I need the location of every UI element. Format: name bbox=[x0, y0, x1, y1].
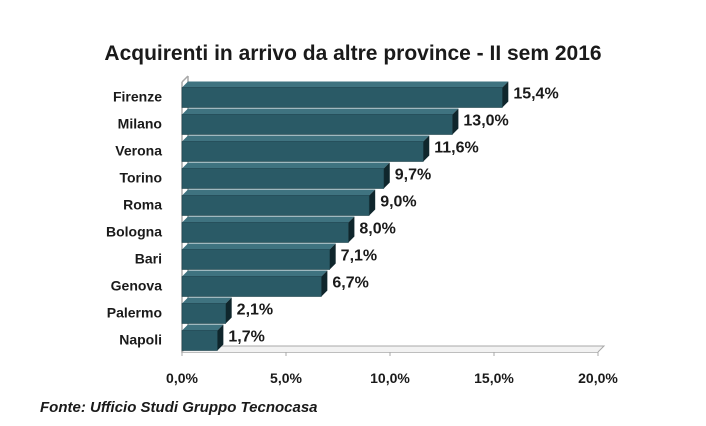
bar-top-face bbox=[182, 162, 390, 169]
bar-front-face bbox=[181, 195, 370, 216]
axis-floor bbox=[181, 345, 606, 353]
bar-bari bbox=[181, 243, 336, 270]
bar-top-face bbox=[182, 243, 336, 250]
bar-napoli bbox=[181, 324, 224, 351]
bar-verona bbox=[181, 135, 430, 162]
value-label: 9,0% bbox=[380, 194, 416, 211]
bar-side-face bbox=[369, 189, 376, 216]
bar-side-face bbox=[452, 108, 459, 135]
category-label: Milano bbox=[118, 116, 162, 132]
bar-front-face bbox=[181, 249, 330, 270]
bar-roma bbox=[181, 189, 376, 216]
bar-top-face bbox=[182, 270, 328, 277]
bar-milano bbox=[181, 108, 459, 135]
value-label: 1,7% bbox=[228, 329, 264, 346]
category-label: Torino bbox=[119, 170, 162, 186]
value-label: 15,4% bbox=[513, 86, 558, 103]
bar-firenze bbox=[181, 81, 509, 108]
bar-side-face bbox=[383, 162, 390, 189]
value-labels: 15,4% 13,0% 11,6%9,7% 9,0% 8,0% 7,1% 6,7% 2,1% 1… bbox=[228, 86, 558, 346]
value-label: 8,0% bbox=[359, 221, 395, 238]
category-label: Bologna bbox=[106, 224, 162, 240]
x-tick-label: 0,0% bbox=[166, 370, 198, 386]
bar-front-face bbox=[181, 114, 453, 135]
bar-palermo bbox=[181, 297, 232, 324]
bar-genova bbox=[181, 270, 328, 297]
bar-top-face bbox=[182, 135, 430, 142]
bar-side-face bbox=[225, 297, 232, 324]
y-axis-top-edge bbox=[181, 75, 189, 83]
x-tick-label: 20,0% bbox=[578, 370, 618, 386]
x-axis-ticks: 0,0% 5,0% 10,0% 15,0% 20,0% bbox=[166, 352, 618, 386]
bar-top-face bbox=[182, 189, 376, 196]
value-label: 13,0% bbox=[463, 113, 508, 130]
value-label: 7,1% bbox=[341, 248, 377, 265]
x-tick-label: 15,0% bbox=[474, 370, 514, 386]
bar-side-face bbox=[321, 270, 328, 297]
bar-front-face bbox=[181, 330, 218, 351]
bar-front-face bbox=[181, 303, 226, 324]
bar-front-face bbox=[181, 168, 385, 189]
bar-front-face bbox=[181, 87, 503, 108]
bar-front-face bbox=[181, 222, 349, 243]
bar-top-face bbox=[182, 297, 232, 304]
category-label: Verona bbox=[115, 143, 162, 159]
category-label: Bari bbox=[135, 251, 162, 267]
bar-torino bbox=[181, 162, 390, 189]
bar-side-face bbox=[423, 135, 430, 162]
value-label: 6,7% bbox=[332, 275, 368, 292]
category-labels: Firenze Milano Verona Torino Roma Bologna Bari… bbox=[106, 89, 162, 348]
category-label: Napoli bbox=[119, 332, 162, 348]
value-label: 11,6% bbox=[434, 140, 478, 157]
category-label: Roma bbox=[123, 197, 162, 213]
bar-side-face bbox=[217, 324, 224, 351]
bar-top-face bbox=[182, 324, 224, 331]
bar-series bbox=[181, 81, 509, 351]
value-label: 9,7% bbox=[395, 167, 431, 184]
bar-top-face bbox=[182, 81, 509, 88]
category-label: Palermo bbox=[107, 305, 162, 321]
source-note: Fonte: Ufficio Studi Gruppo Tecnocasa bbox=[40, 399, 318, 416]
bar-front-face bbox=[181, 276, 322, 297]
bar-side-face bbox=[348, 216, 355, 243]
bar-top-face bbox=[182, 108, 459, 115]
bar-side-face bbox=[502, 81, 509, 108]
value-label: 2,1% bbox=[237, 302, 273, 319]
bar-top-face bbox=[182, 216, 355, 223]
category-label: Firenze bbox=[113, 89, 162, 105]
bar-front-face bbox=[181, 141, 424, 162]
x-tick-label: 10,0% bbox=[370, 370, 410, 386]
chart-title: Acquirenti in arrivo da altre province -… bbox=[104, 42, 601, 65]
bar-side-face bbox=[329, 243, 336, 270]
x-tick-label: 5,0% bbox=[270, 370, 302, 386]
category-label: Genova bbox=[111, 278, 163, 294]
bar-bologna bbox=[181, 216, 355, 243]
